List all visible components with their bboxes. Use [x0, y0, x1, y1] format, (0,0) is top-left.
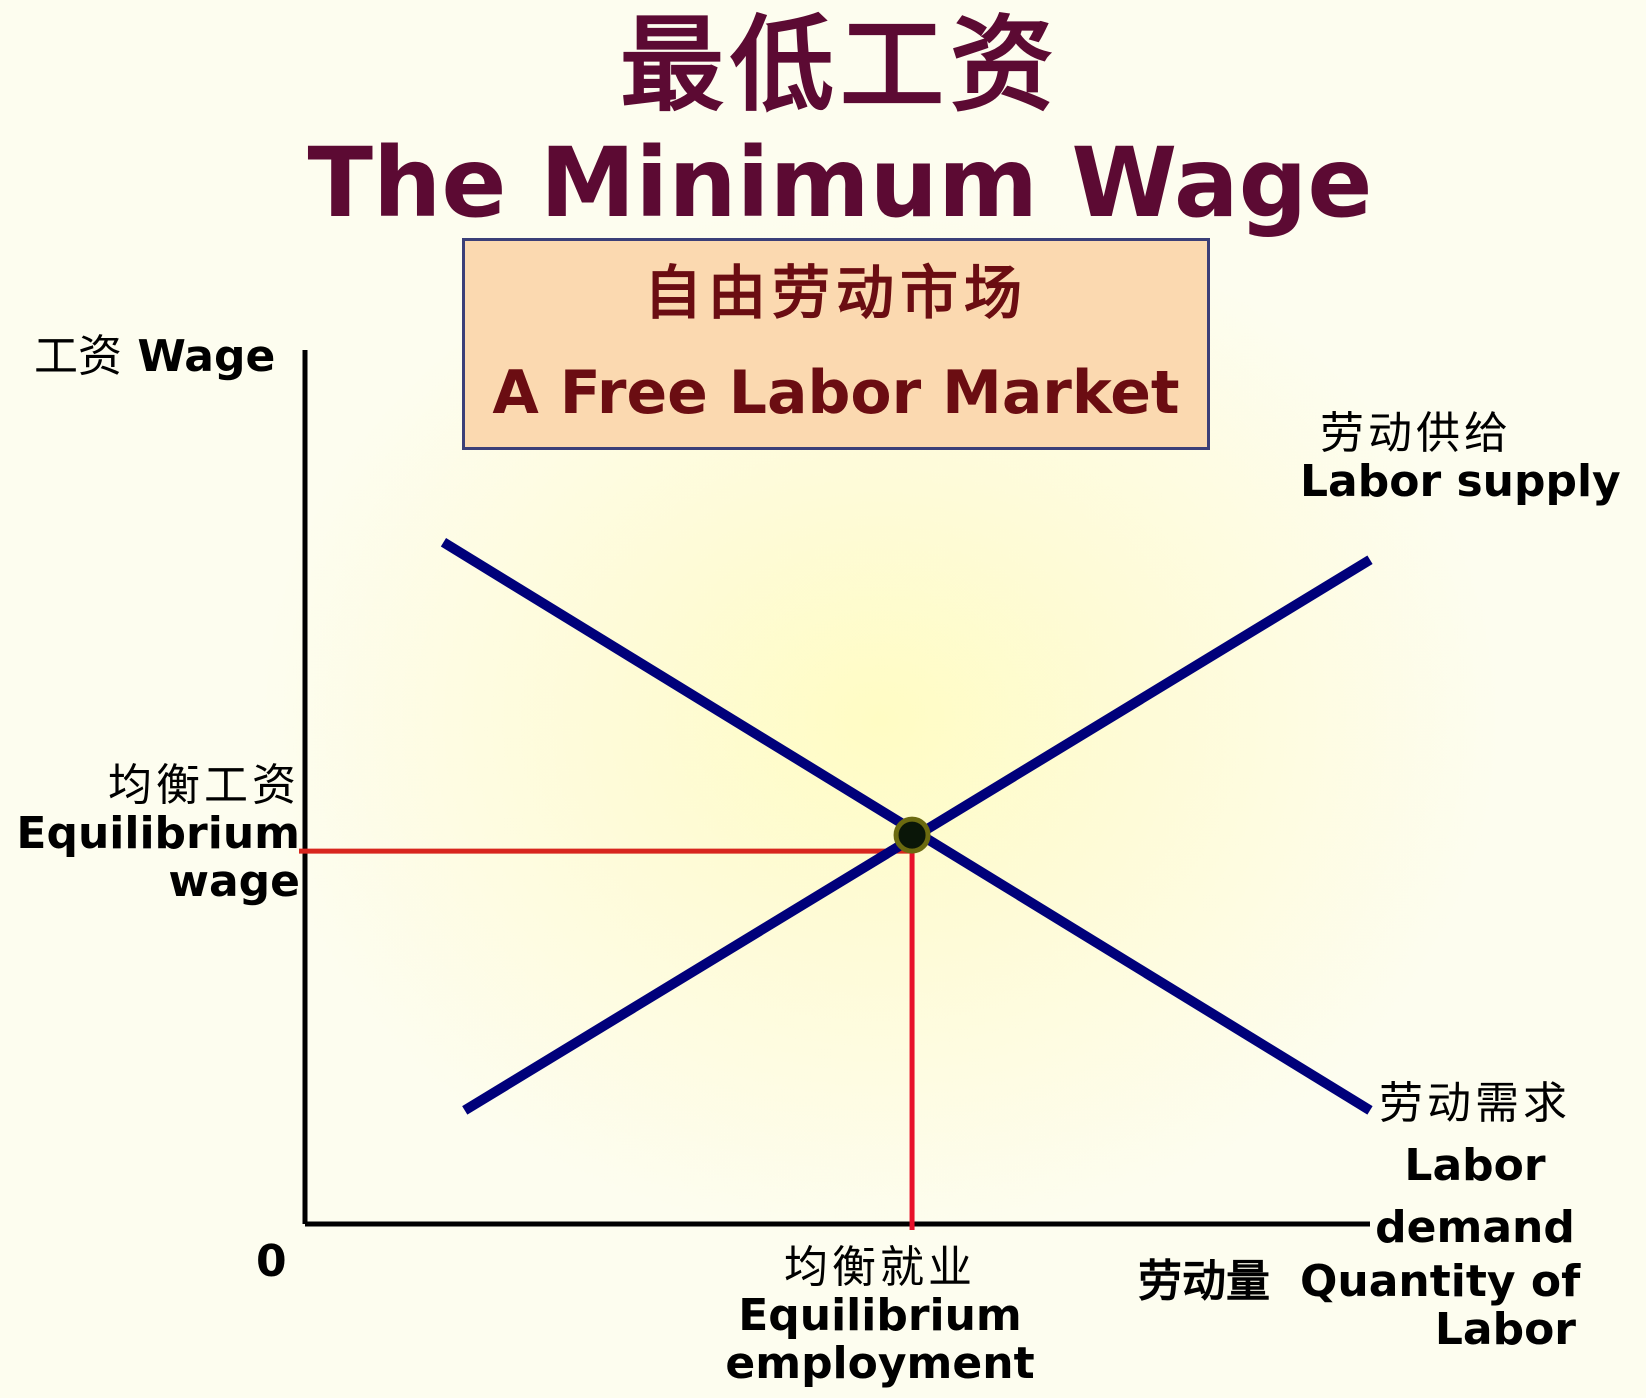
demand-label-en-1: Labor	[1404, 1140, 1546, 1191]
equilibrium-wage-label-cn: 均衡工资	[108, 760, 300, 811]
equilibrium-point	[893, 816, 931, 854]
origin-label: 0	[256, 1236, 287, 1287]
supply-label: 劳动供给 Labor supply	[1300, 410, 1621, 506]
demand-label-en-2: demand	[1375, 1202, 1575, 1253]
equilibrium-wage-label-en-1: Equilibrium	[16, 808, 300, 859]
equilibrium-employment-label-en-2: employment	[725, 1338, 1035, 1389]
subtitle-chinese: 自由劳动市场	[643, 259, 1028, 327]
supply-label-cn: 劳动供给	[1320, 408, 1512, 459]
demand-label: 劳动需求 Labor demand	[1360, 1080, 1590, 1252]
equilibrium-employment-label: 均衡就业 Equilibrium employment	[700, 1244, 1060, 1388]
equilibrium-wage-label: 均衡工资 Equilibrium wage	[14, 762, 300, 906]
x-axis-label-en-1: Quantity of	[1300, 1256, 1581, 1307]
x-axis-label-en: Quantity of Labor	[1300, 1256, 1581, 1355]
equilibrium-employment-label-cn: 均衡就业	[784, 1242, 976, 1293]
y-axis-label: 工资 Wage	[34, 333, 275, 381]
supply-label-en: Labor supply	[1300, 456, 1621, 507]
subtitle-box: 自由劳动市场 A Free Labor Market	[462, 238, 1210, 450]
y-axis-label-en: Wage	[137, 331, 276, 382]
demand-label-cn: 劳动需求	[1379, 1078, 1571, 1129]
subtitle-english: A Free Labor Market	[492, 358, 1180, 428]
page-title-english: The Minimum Wage	[307, 127, 1373, 239]
equilibrium-employment-label-en-1: Equilibrium	[738, 1290, 1022, 1341]
x-axis-label-cn: 劳动量	[1138, 1256, 1270, 1307]
equilibrium-wage-label-en-2: wage	[168, 856, 300, 907]
x-axis-label-en-2: Labor	[1434, 1304, 1576, 1355]
page-title-chinese: 最低工资	[619, 4, 1060, 126]
y-axis-label-cn: 工资	[34, 331, 122, 382]
